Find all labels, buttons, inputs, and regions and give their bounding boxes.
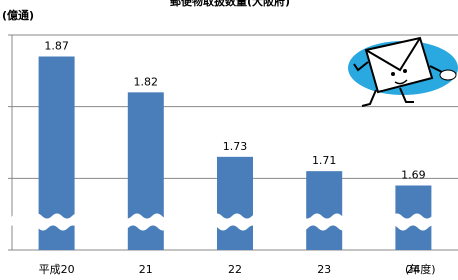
chart-title: 郵便物取扱数量(大阪府) bbox=[170, 0, 290, 8]
value-label: 1.73 bbox=[223, 140, 248, 153]
chart: 郵便物取扱数量(大阪府) (億通) (年度) 平成201.87211.82221… bbox=[0, 0, 458, 280]
value-label: 1.69 bbox=[401, 169, 426, 182]
envelope-illustration bbox=[348, 38, 458, 106]
x-tick-label: 平成20 bbox=[39, 263, 75, 276]
x-tick-label: 23 bbox=[317, 263, 331, 276]
bar bbox=[217, 157, 253, 250]
x-tick-label: 21 bbox=[139, 263, 153, 276]
unit-label: (億通) bbox=[2, 8, 34, 22]
bar bbox=[306, 171, 342, 250]
value-label: 1.71 bbox=[312, 154, 337, 167]
x-tick-label: 24 bbox=[406, 263, 420, 276]
value-label: 1.82 bbox=[134, 75, 159, 88]
x-tick-label: 22 bbox=[228, 263, 242, 276]
value-label: 1.87 bbox=[44, 40, 69, 53]
